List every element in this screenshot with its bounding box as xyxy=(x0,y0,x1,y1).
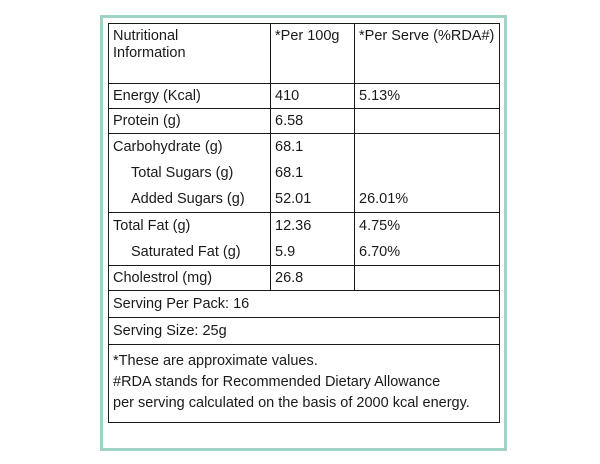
cholesterol-per-serve xyxy=(354,265,500,291)
protein-per-100g: 6.58 xyxy=(270,108,355,134)
header-line-2: Information xyxy=(113,45,186,61)
carbohydrate-per-100g-values: 68.1 68.1 52.01 xyxy=(270,133,355,213)
table-row-fat-group: Total Fat (g) Saturated Fat (g) 12.36 5.… xyxy=(108,212,500,266)
total-sugars-per-serve xyxy=(359,160,495,186)
header-per-100g: *Per 100g xyxy=(270,23,355,84)
saturated-fat-label: Saturated Fat (g) xyxy=(131,244,241,260)
carbohydrate-per-100g: 68.1 xyxy=(275,139,304,155)
carbohydrate-per-serve xyxy=(359,134,495,160)
fat-per-100g-values: 12.36 5.9 xyxy=(270,212,355,266)
carbohydrate-label: Carbohydrate (g) xyxy=(113,139,223,155)
protein-label: Protein (g) xyxy=(108,108,271,134)
energy-per-100g: 410 xyxy=(270,83,355,109)
protein-per-serve xyxy=(354,108,500,134)
added-sugars-per-serve: 26.01% xyxy=(359,191,409,207)
total-fat-per-serve: 4.75% xyxy=(359,218,401,234)
energy-per-serve: 5.13% xyxy=(354,83,500,109)
energy-label: Energy (Kcal) xyxy=(108,83,271,109)
total-sugars-label: Total Sugars (g) xyxy=(131,165,234,181)
serving-size: Serving Size: 25g xyxy=(108,317,500,345)
nutrition-label: Nutritional Information *Per 100g *Per S… xyxy=(100,15,507,451)
total-sugars-per-100g: 68.1 xyxy=(275,165,304,181)
carbohydrate-labels: Carbohydrate (g) Total Sugars (g) Added … xyxy=(108,133,271,213)
table-row-notes: *These are approximate values. #RDA stan… xyxy=(108,344,500,423)
fat-labels: Total Fat (g) Saturated Fat (g) xyxy=(108,212,271,266)
carbohydrate-per-serve-values: 26.01% xyxy=(354,133,500,213)
saturated-fat-per-serve: 6.70% xyxy=(359,244,401,260)
footnote-rda: #RDA stands for Recommended Dietary Allo… xyxy=(113,374,441,390)
footnotes: *These are approximate values. #RDA stan… xyxy=(108,344,500,423)
header-line-1: Nutritional xyxy=(113,28,179,44)
footnote-approximate: *These are approximate values. xyxy=(113,353,318,369)
footnote-basis: per serving calculated on the basis of 2… xyxy=(113,395,470,411)
table-row-protein: Protein (g) 6.58 xyxy=(108,108,500,134)
added-sugars-label: Added Sugars (g) xyxy=(131,191,245,207)
nutrition-table: Nutritional Information *Per 100g *Per S… xyxy=(108,23,500,423)
total-fat-label: Total Fat (g) xyxy=(113,218,191,234)
header-nutritional-information: Nutritional Information xyxy=(108,23,271,84)
added-sugars-per-100g: 52.01 xyxy=(275,191,312,207)
cholesterol-label: Cholestrol (mg) xyxy=(108,265,271,291)
fat-per-serve-values: 4.75% 6.70% xyxy=(354,212,500,266)
table-row-serving-size: Serving Size: 25g xyxy=(108,317,500,345)
saturated-fat-per-100g: 5.9 xyxy=(275,244,296,260)
table-row-serving-per-pack: Serving Per Pack: 16 xyxy=(108,290,500,318)
serving-per-pack: Serving Per Pack: 16 xyxy=(108,290,500,318)
header-per-serve: *Per Serve (%RDA#) xyxy=(354,23,500,84)
total-fat-per-100g: 12.36 xyxy=(275,218,312,234)
table-row-energy: Energy (Kcal) 410 5.13% xyxy=(108,83,500,109)
cholesterol-per-100g: 26.8 xyxy=(270,265,355,291)
table-row-cholesterol: Cholestrol (mg) 26.8 xyxy=(108,265,500,291)
table-row-carbohydrate-group: Carbohydrate (g) Total Sugars (g) Added … xyxy=(108,133,500,213)
table-header-row: Nutritional Information *Per 100g *Per S… xyxy=(108,23,500,84)
